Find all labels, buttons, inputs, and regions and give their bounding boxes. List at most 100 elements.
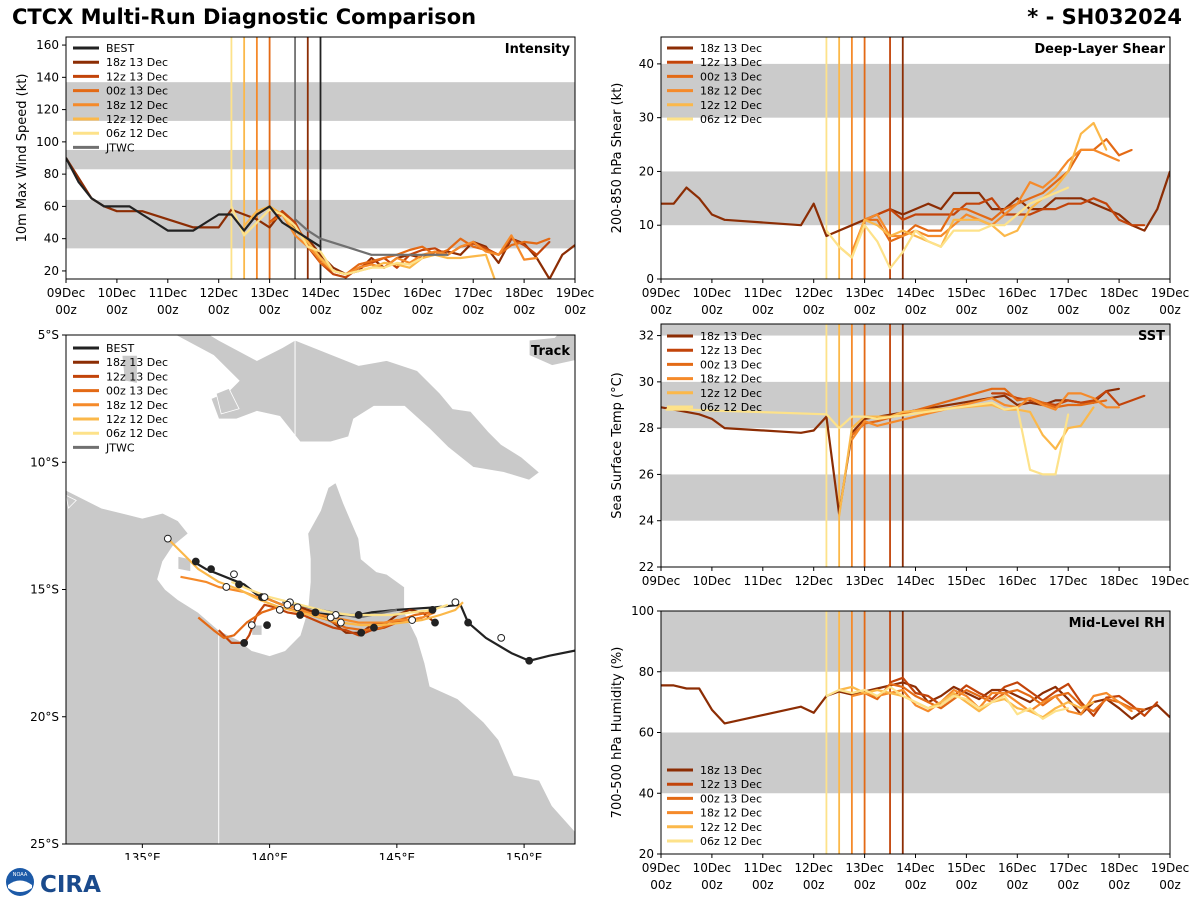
data-point	[723, 427, 726, 430]
data-point	[1054, 448, 1057, 450]
figure-title: CTCX Multi-Run Diagnostic Comparison	[12, 5, 477, 29]
data-point	[1080, 197, 1082, 200]
data-point	[698, 687, 701, 690]
x-tick-sublabel: 00z	[1108, 303, 1130, 317]
data-point	[978, 695, 981, 697]
data-point	[1067, 710, 1070, 713]
y-tick-label: 20	[44, 264, 59, 278]
x-tick-sublabel: 00z	[1159, 303, 1181, 317]
y-tick-label: 120	[36, 103, 59, 117]
x-tick-label: 18Dec	[1100, 574, 1139, 588]
data-point	[838, 515, 841, 517]
panel-title: Track	[531, 344, 570, 359]
data-point	[1067, 170, 1070, 173]
legend-label: 18z 13 Dec	[700, 42, 762, 55]
data-point	[990, 218, 993, 221]
x-tick-label: 11Dec	[744, 861, 783, 875]
data-point	[711, 417, 713, 420]
data-point	[459, 245, 462, 248]
data-point	[1105, 149, 1108, 151]
y-axis-label: 200-850 hPa Shear (kt)	[610, 83, 625, 234]
data-point	[978, 692, 981, 694]
shade-band	[661, 171, 1170, 226]
data-point	[978, 202, 981, 205]
data-point	[268, 205, 271, 208]
data-point	[1003, 387, 1006, 390]
australia-landmass	[66, 481, 575, 844]
legend-label: 12z 13 Dec	[106, 370, 168, 383]
data-point	[319, 257, 322, 259]
data-point	[927, 213, 930, 216]
data-point	[914, 695, 917, 697]
data-point	[800, 705, 802, 708]
data-point	[1080, 713, 1082, 716]
data-point	[408, 263, 411, 266]
y-tick-label: 24	[639, 514, 654, 528]
data-point	[332, 273, 335, 276]
data-point	[698, 197, 701, 200]
lon-tick-label: 150°E	[506, 851, 543, 860]
data-point	[863, 689, 866, 691]
data-point	[901, 235, 904, 237]
data-point	[914, 213, 917, 216]
y-tick-label: 160	[36, 38, 59, 52]
track-position-marker	[408, 616, 417, 624]
track-position-marker	[222, 583, 231, 591]
data-point	[1029, 695, 1031, 697]
data-point	[990, 197, 993, 200]
x-tick-sublabel: 00z	[701, 878, 723, 892]
x-tick-label: 16Dec	[998, 861, 1037, 875]
data-point	[952, 192, 955, 194]
data-point	[1041, 208, 1044, 210]
track-position-marker	[370, 623, 378, 632]
series-group	[661, 121, 1170, 270]
data-point	[459, 253, 462, 256]
data-point	[1003, 235, 1006, 237]
data-point	[672, 684, 675, 687]
y-tick-label: 40	[639, 786, 654, 800]
data-point	[978, 698, 981, 700]
data-point	[978, 218, 981, 221]
data-point	[940, 229, 942, 232]
panel-title: Deep-Layer Shear	[1034, 42, 1165, 57]
x-tick-label: 18Dec	[505, 286, 544, 300]
x-tick-label: 13Dec	[845, 286, 884, 300]
data-point	[838, 245, 841, 248]
track-position-marker	[240, 639, 249, 647]
legend-label: 06z 12 Dec	[106, 427, 168, 440]
data-point	[1105, 406, 1108, 409]
data-point	[940, 695, 942, 697]
track-position-marker	[354, 611, 363, 619]
data-point	[1054, 175, 1057, 178]
data-point	[103, 205, 106, 208]
x-tick-sublabel: 00z	[1057, 878, 1079, 892]
noaa-logo-text: NOAA	[13, 872, 28, 878]
data-point	[914, 692, 917, 694]
data-point	[523, 244, 525, 247]
data-point	[1003, 689, 1006, 691]
data-point	[319, 250, 322, 253]
data-point	[901, 676, 904, 679]
data-point	[1016, 406, 1019, 409]
x-tick-label: 14Dec	[301, 286, 340, 300]
data-point	[1016, 695, 1019, 697]
data-point	[370, 257, 373, 259]
legend-label: 18z 12 Dec	[106, 399, 168, 412]
data-point	[370, 266, 373, 269]
data-point	[978, 213, 981, 216]
data-point	[901, 218, 904, 221]
y-axis-label: 700-500 hPa Humidity (%)	[610, 647, 625, 819]
data-point	[812, 711, 815, 714]
data-point	[217, 213, 220, 216]
data-point	[914, 704, 917, 707]
x-tick-sublabel: 00z	[1057, 303, 1079, 317]
track-position-marker	[451, 598, 460, 607]
data-point	[1016, 701, 1019, 704]
x-tick-label: 17Dec	[1049, 574, 1088, 588]
data-point	[952, 695, 955, 697]
x-tick-sublabel: 00z	[412, 303, 434, 317]
data-point	[141, 210, 144, 213]
data-point	[850, 692, 853, 694]
data-point	[850, 251, 853, 254]
track-position-marker	[283, 600, 292, 609]
